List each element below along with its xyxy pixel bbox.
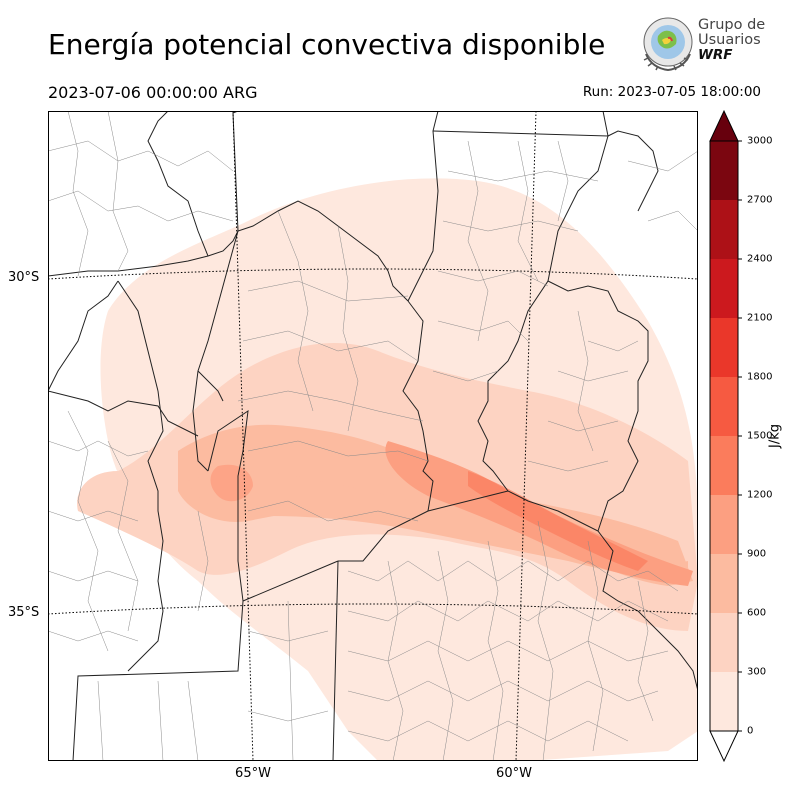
colorbar-block <box>710 200 738 259</box>
run-time: Run: 2023-07-05 18:00:00 <box>582 84 761 100</box>
colorbar-block <box>710 377 738 436</box>
colorbar-block <box>710 495 738 554</box>
lon-label-60w: 60°W <box>496 766 532 781</box>
colorbar-extend-min <box>709 730 739 763</box>
grupo-usuarios-wrf-logo: Grupo de Usuarios WRF <box>638 14 768 76</box>
lon-label-65w: 65°W <box>235 766 271 781</box>
cape-map <box>48 111 698 761</box>
colorbar-tick-label: 3000 <box>747 135 773 147</box>
province-boundaries <box>48 111 698 761</box>
colorbar-block <box>710 318 738 377</box>
colorbar-tick-label: 1500 <box>747 430 773 442</box>
colorbar-tick-label: 300 <box>747 666 767 678</box>
colorbar-tick-label: 1200 <box>747 489 773 501</box>
cape-shading <box>77 178 698 761</box>
colorbar-tick-label: 2400 <box>747 253 773 265</box>
colorbar-block <box>710 141 738 200</box>
colorbar-block <box>710 436 738 495</box>
colorbar-unit: J/kg <box>767 424 783 448</box>
colorbar-extend-max <box>709 109 739 142</box>
colorbar-block <box>710 672 738 731</box>
graticule <box>48 111 698 761</box>
department-boundaries <box>48 111 698 761</box>
colorbar-tick-label: 1800 <box>747 371 773 383</box>
colorbar <box>709 109 742 763</box>
logo-text: Grupo de Usuarios WRF <box>698 17 766 63</box>
globe-emblem-icon <box>643 17 693 72</box>
colorbar-block <box>710 613 738 672</box>
colorbar-tick-label: 900 <box>747 548 767 560</box>
colorbar-tick-label: 2100 <box>747 312 773 324</box>
colorbar-tick-label: 2700 <box>747 194 773 206</box>
lat-label-30s: 30°S <box>8 270 40 285</box>
colorbar-tick-label: 600 <box>747 607 767 619</box>
map-title: Energía potencial convectiva disponible <box>48 28 606 61</box>
valid-time: 2023-07-06 00:00:00 ARG <box>48 83 258 102</box>
colorbar-block <box>710 259 738 318</box>
lat-label-35s: 35°S <box>8 605 40 620</box>
colorbar-block <box>710 554 738 613</box>
colorbar-tick-label: 0 <box>747 725 754 737</box>
